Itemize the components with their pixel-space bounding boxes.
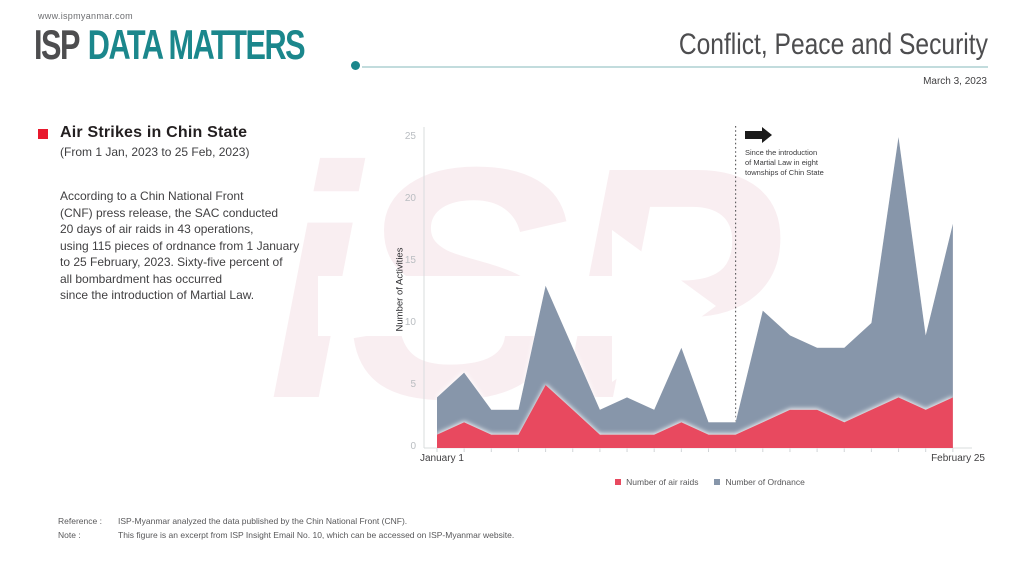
story-paragraph: According to a Chin National Front (CNF)… (60, 189, 300, 302)
legend-label-ordnance: Number of Ordnance (725, 477, 805, 487)
category-title: Conflict, Peace and Security (678, 28, 988, 61)
header-divider-line (362, 66, 988, 68)
watermark-arrow-head-icon (612, 230, 716, 382)
reference-text: ISP-Myanmar analyzed the data published … (118, 516, 408, 526)
legend-item-air-raids: Number of air raids (615, 477, 698, 487)
reference-label: Reference : (58, 516, 102, 526)
logo-data-matters-text: DATA MATTERS (87, 21, 306, 68)
chart-subtitle: (From 1 Jan, 2023 to 25 Feb, 2023) (60, 145, 250, 159)
air-raids-swatch-icon (615, 479, 622, 485)
brand-logo: ISP DATA MATTERS (34, 21, 306, 68)
note-text: This figure is an excerpt from ISP Insig… (118, 530, 515, 540)
website-url: www.ispmyanmar.com (38, 11, 133, 21)
chart-legend: Number of air raids Number of Ordnance (560, 477, 860, 487)
title-bullet-icon (38, 129, 48, 139)
x-axis-end-label: February 25 (931, 453, 985, 464)
logo-dot-icon (351, 61, 360, 70)
ordnance-swatch-icon (714, 479, 721, 485)
logo-isp-text: ISP (34, 21, 80, 68)
publication-date: March 3, 2023 (923, 76, 987, 87)
watermark-arrow-icon (318, 276, 614, 336)
legend-label-air-raids: Number of air raids (626, 477, 699, 487)
chart-title: Air Strikes in Chin State (60, 124, 248, 141)
legend-item-ordnance: Number of Ordnance (714, 477, 805, 487)
note-label: Note : (58, 530, 81, 540)
